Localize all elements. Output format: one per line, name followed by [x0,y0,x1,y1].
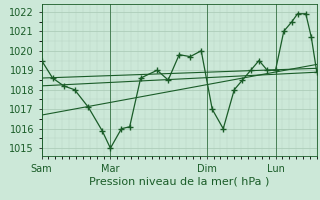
X-axis label: Pression niveau de la mer( hPa ): Pression niveau de la mer( hPa ) [89,176,269,186]
